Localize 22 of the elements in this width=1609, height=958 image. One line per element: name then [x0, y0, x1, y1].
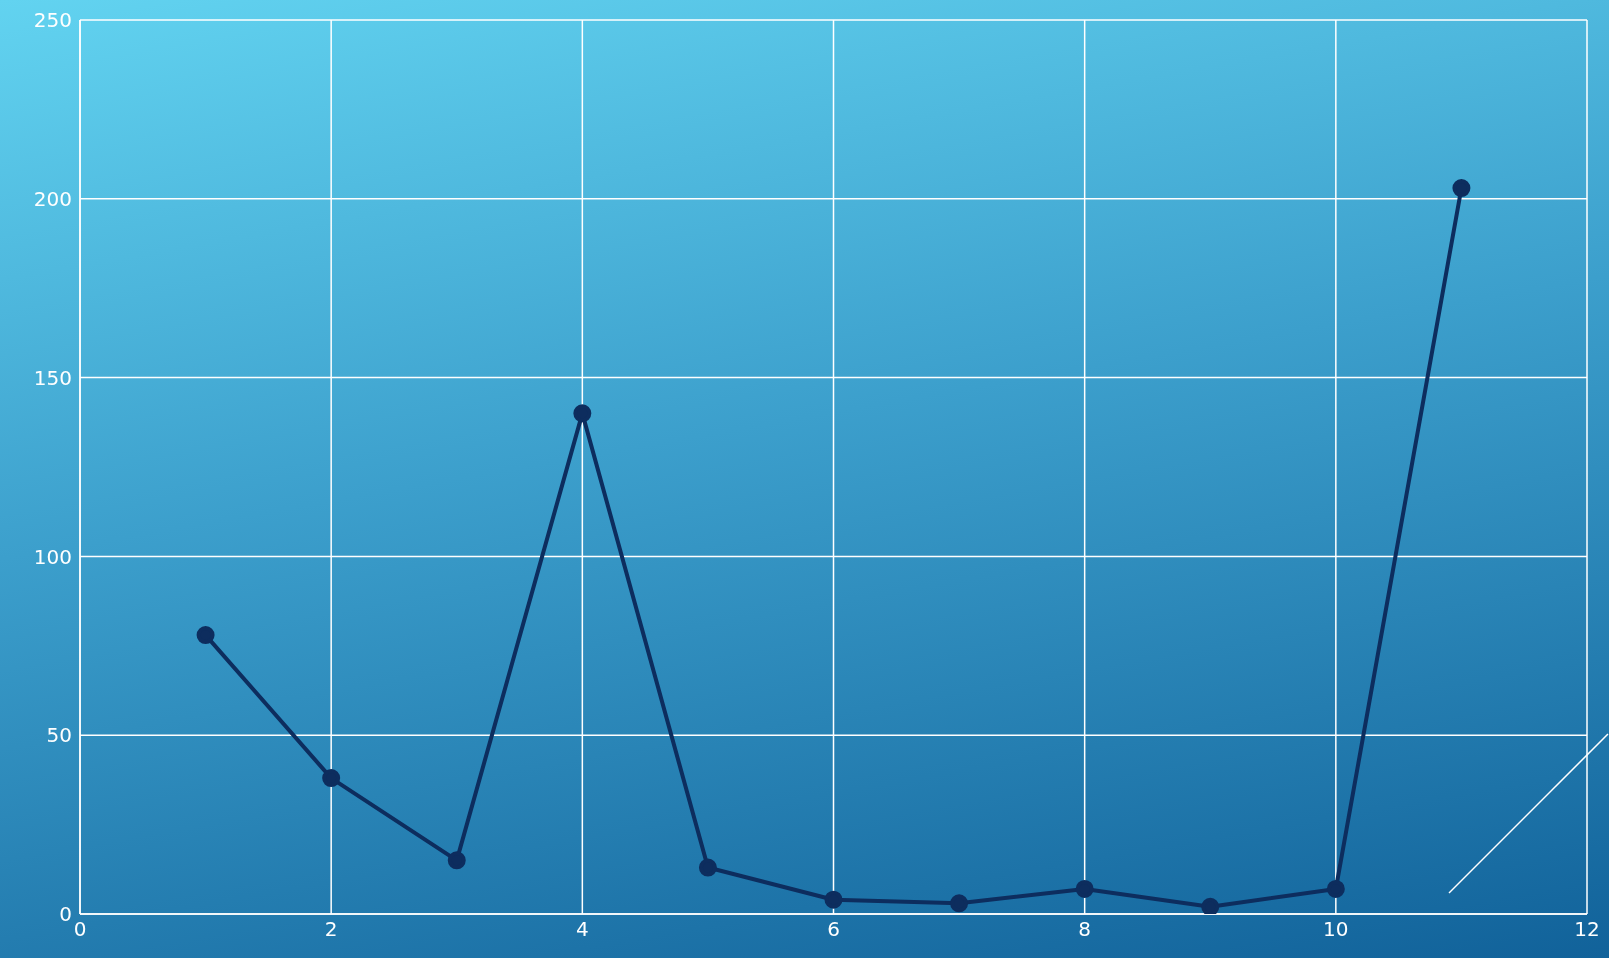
- x-tick-label: 4: [575, 917, 589, 942]
- point: [447, 851, 466, 870]
- point: [573, 404, 592, 423]
- y-tick-label: 100: [33, 544, 72, 569]
- point: [1201, 897, 1220, 914]
- x-tick-label: 2: [324, 917, 338, 942]
- point: [824, 890, 843, 909]
- y-tick-label: 250: [33, 8, 72, 33]
- point: [950, 894, 969, 913]
- point: [1452, 179, 1471, 198]
- x-tick-label: 12: [1574, 917, 1600, 942]
- point: [1075, 879, 1094, 898]
- x-tick-label: 8: [1078, 917, 1092, 942]
- y-tick-label: 200: [33, 186, 72, 211]
- x-tick-label: 10: [1323, 917, 1349, 942]
- point: [698, 858, 717, 877]
- x-tick-label: 6: [827, 917, 840, 942]
- point: [322, 769, 341, 788]
- y-tick-label: 150: [33, 365, 72, 390]
- point: [196, 626, 215, 645]
- point: [1326, 879, 1345, 898]
- y-tick-label: 50: [46, 723, 72, 748]
